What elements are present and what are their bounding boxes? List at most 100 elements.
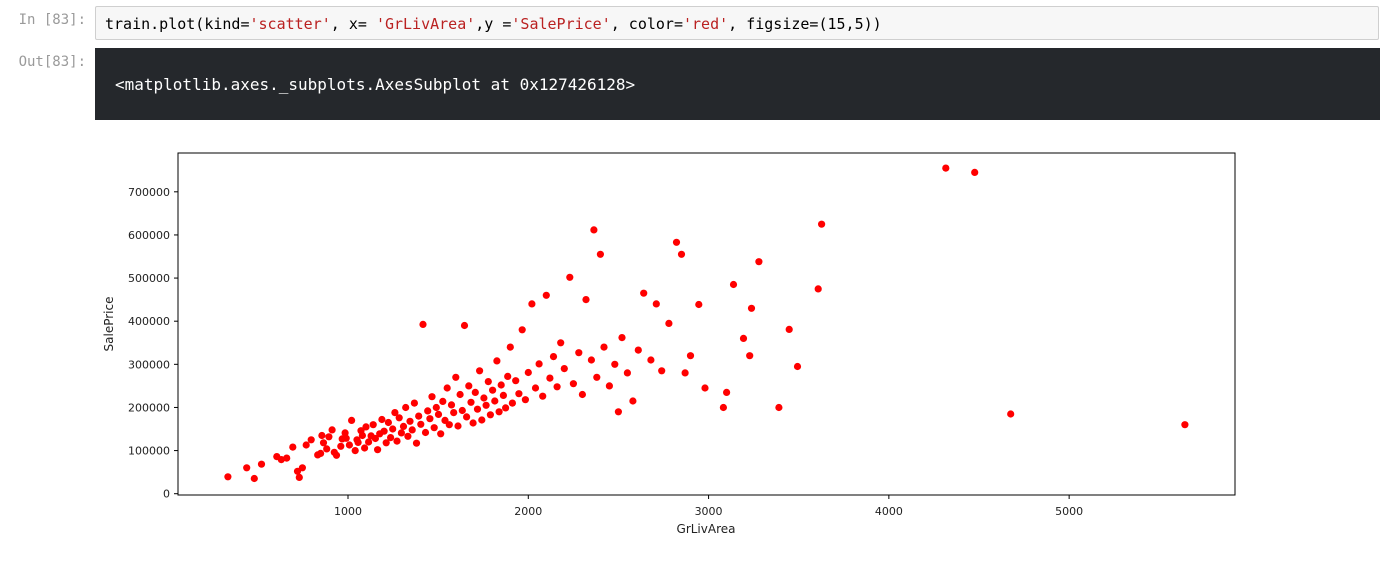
data-point	[647, 356, 655, 364]
data-point	[325, 433, 333, 441]
data-point	[665, 319, 673, 327]
data-point	[307, 436, 315, 444]
data-point	[971, 168, 979, 176]
data-point	[549, 353, 558, 361]
data-point	[600, 343, 608, 351]
data-point	[504, 372, 512, 380]
data-point	[380, 427, 388, 435]
data-point	[524, 368, 532, 377]
data-point	[410, 399, 418, 407]
data-point	[430, 424, 438, 432]
data-point	[406, 417, 414, 425]
data-point	[539, 392, 547, 400]
data-point	[302, 441, 310, 449]
data-point	[250, 474, 258, 483]
data-point	[447, 401, 456, 409]
data-point	[283, 454, 291, 462]
data-point	[289, 443, 297, 451]
data-point	[323, 445, 331, 453]
y-tick-label: 500000	[128, 272, 170, 285]
data-point	[471, 388, 479, 396]
data-point	[546, 374, 554, 382]
x-tick-label: 1000	[334, 505, 362, 518]
data-point	[382, 439, 390, 447]
code-cell-input[interactable]: train.plot(kind='scatter', x= 'GrLivArea…	[95, 6, 1379, 40]
data-point	[428, 393, 436, 401]
data-point	[337, 442, 345, 450]
data-point	[482, 401, 490, 409]
data-point	[404, 432, 412, 440]
data-point	[593, 373, 601, 381]
data-point	[785, 325, 793, 333]
data-point	[489, 386, 497, 394]
data-point	[443, 384, 451, 392]
data-point	[486, 411, 494, 419]
data-point	[402, 403, 410, 412]
cell-output-area: <matplotlib.axes._subplots.AxesSubplot a…	[95, 48, 1380, 120]
code-part: , x=	[330, 15, 376, 33]
data-point	[421, 428, 430, 437]
data-points	[224, 164, 1189, 483]
data-point	[432, 403, 440, 412]
data-point	[560, 365, 568, 373]
data-point	[582, 296, 590, 304]
data-point	[596, 250, 605, 258]
data-point	[317, 449, 325, 457]
data-point	[456, 390, 464, 399]
data-point	[590, 226, 598, 234]
y-tick-label: 300000	[128, 358, 170, 371]
data-point	[755, 258, 763, 266]
data-point	[506, 343, 514, 351]
data-point	[348, 416, 356, 424]
code-string: 'SalePrice'	[511, 15, 611, 33]
data-point	[729, 280, 738, 289]
data-point	[512, 377, 520, 385]
data-point	[658, 367, 666, 375]
data-point	[493, 357, 501, 365]
data-point	[739, 334, 748, 342]
data-point	[450, 409, 458, 417]
data-point	[434, 410, 443, 418]
data-point	[672, 238, 681, 246]
output-prompt: Out[83]:	[18, 54, 86, 70]
y-axis-label: SalePrice	[102, 297, 116, 352]
data-point	[629, 397, 637, 405]
input-prompt: In [83]:	[18, 12, 86, 28]
code-line: train.plot(kind='scatter', x= 'GrLivArea…	[105, 15, 882, 33]
data-point	[508, 399, 516, 407]
data-point	[605, 382, 614, 390]
data-point	[719, 403, 728, 412]
y-tick-label: 600000	[128, 229, 170, 242]
data-point	[332, 451, 341, 459]
data-point	[793, 362, 802, 371]
data-point	[395, 414, 403, 422]
data-point	[465, 382, 473, 390]
data-point	[542, 291, 550, 299]
data-point	[623, 369, 632, 377]
data-point	[362, 423, 370, 431]
data-point	[389, 425, 397, 433]
data-point	[437, 430, 445, 438]
code-string: 'GrLivArea'	[375, 15, 476, 33]
y-tick-label: 0	[163, 488, 170, 501]
data-point	[942, 164, 950, 172]
data-point	[497, 381, 505, 389]
data-point	[365, 438, 373, 446]
y-tick-label: 100000	[128, 445, 170, 458]
output-text: <matplotlib.axes._subplots.AxesSubplot a…	[115, 75, 636, 94]
data-point	[374, 446, 382, 454]
data-point	[361, 444, 369, 452]
data-point	[319, 439, 328, 447]
x-tick-label: 4000	[875, 505, 903, 518]
data-point	[701, 384, 709, 392]
data-point	[354, 438, 362, 446]
data-point	[578, 390, 587, 399]
data-point	[391, 409, 399, 417]
x-tick-label: 2000	[514, 505, 542, 518]
data-point	[467, 398, 475, 406]
data-point	[502, 404, 510, 412]
data-point	[351, 447, 359, 455]
data-point	[439, 397, 447, 405]
data-point	[491, 397, 499, 405]
data-point	[611, 360, 619, 368]
